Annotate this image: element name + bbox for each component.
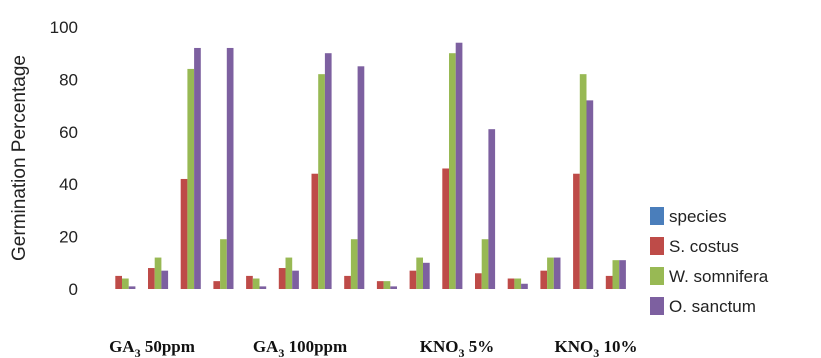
y-tick-label: 60 [59, 123, 78, 142]
bar [128, 286, 136, 289]
bar [455, 42, 463, 289]
y-tick-label: 40 [59, 175, 78, 194]
bar [357, 66, 365, 289]
bar [318, 74, 325, 289]
bar [220, 239, 227, 289]
bar [213, 281, 221, 289]
bar [605, 275, 613, 289]
bar [226, 47, 234, 290]
bar [423, 262, 430, 289]
bar [259, 286, 267, 289]
legend-swatch [650, 237, 664, 255]
category-label: GA3 50ppm [109, 337, 195, 358]
bar [246, 275, 253, 289]
legend-swatch [650, 207, 664, 225]
bar [488, 129, 496, 289]
bar [148, 268, 155, 289]
bar [540, 270, 548, 289]
bar [521, 283, 528, 289]
bar [553, 257, 561, 289]
legend: species S. costus W. somnifera O. sanctum [650, 207, 769, 316]
legend-label: S. costus [669, 237, 739, 256]
category-label: KNO3 10% [555, 337, 638, 358]
bar [376, 281, 384, 289]
y-axis-ticks: 0 20 40 60 80 100 [50, 18, 78, 299]
bar [481, 239, 489, 289]
y-tick-label: 20 [59, 228, 78, 247]
bar [383, 281, 391, 289]
bar [586, 100, 594, 289]
bar [324, 53, 332, 290]
bar [573, 173, 580, 289]
bar [390, 286, 397, 289]
bar [416, 257, 423, 289]
bar [612, 260, 620, 289]
bar [292, 270, 299, 289]
y-tick-label: 0 [69, 280, 78, 299]
bar [161, 270, 169, 289]
bar [449, 53, 456, 290]
y-tick-label: 100 [50, 18, 78, 37]
bar [409, 270, 417, 289]
y-tick-label: 80 [59, 70, 78, 89]
bar [475, 273, 482, 289]
bar [187, 68, 195, 289]
category-label: GA3 100ppm [253, 337, 347, 358]
bar [442, 168, 449, 289]
legend-swatch [650, 267, 664, 285]
category-label: KNO3 5% [420, 337, 494, 358]
bar [311, 173, 319, 289]
legend-label: species [669, 207, 727, 226]
bar [115, 275, 122, 289]
bar [154, 257, 162, 289]
legend-label: W. somnifera [669, 267, 769, 286]
bar [252, 278, 260, 289]
bar [514, 278, 522, 289]
legend-swatch [650, 297, 664, 315]
bar [547, 257, 554, 289]
category-labels: GA3 50ppm GA3 100ppm KNO3 5% KNO3 10% [109, 337, 637, 358]
bar [507, 278, 515, 289]
bar [350, 239, 358, 289]
y-axis-label: Germination Percentage [9, 55, 30, 261]
bar [278, 268, 286, 289]
bars [115, 42, 626, 290]
bar [194, 47, 201, 290]
bar [344, 275, 351, 289]
legend-label: O. sanctum [669, 297, 756, 316]
bar [619, 260, 626, 289]
bar [285, 257, 293, 289]
bar [180, 178, 188, 289]
bar [579, 74, 587, 289]
bar [122, 278, 129, 289]
